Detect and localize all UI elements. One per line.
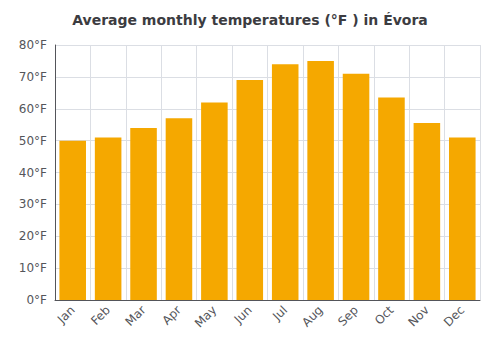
svg-text:50°F: 50°F <box>19 134 47 148</box>
svg-text:May: May <box>192 303 219 330</box>
svg-text:Oct: Oct <box>372 303 397 328</box>
svg-text:70°F: 70°F <box>19 70 47 84</box>
svg-text:Mar: Mar <box>123 303 149 329</box>
svg-text:Feb: Feb <box>88 303 113 328</box>
svg-text:Aug: Aug <box>299 303 325 329</box>
svg-text:40°F: 40°F <box>19 166 47 180</box>
svg-text:30°F: 30°F <box>19 197 47 211</box>
svg-text:80°F: 80°F <box>19 38 47 52</box>
svg-text:Dec: Dec <box>441 303 467 329</box>
svg-text:20°F: 20°F <box>19 229 47 243</box>
svg-text:Apr: Apr <box>159 303 184 328</box>
svg-text:10°F: 10°F <box>19 261 47 275</box>
svg-text:Sep: Sep <box>335 303 361 329</box>
svg-text:Nov: Nov <box>405 303 431 329</box>
svg-text:0°F: 0°F <box>26 293 47 307</box>
svg-text:60°F: 60°F <box>19 102 47 116</box>
svg-text:Jan: Jan <box>54 303 78 327</box>
svg-text:Average monthly temperatures (: Average monthly temperatures (°F ) in Év… <box>72 12 428 28</box>
svg-text:Jun: Jun <box>231 303 255 327</box>
svg-text:Jul: Jul <box>269 303 290 324</box>
